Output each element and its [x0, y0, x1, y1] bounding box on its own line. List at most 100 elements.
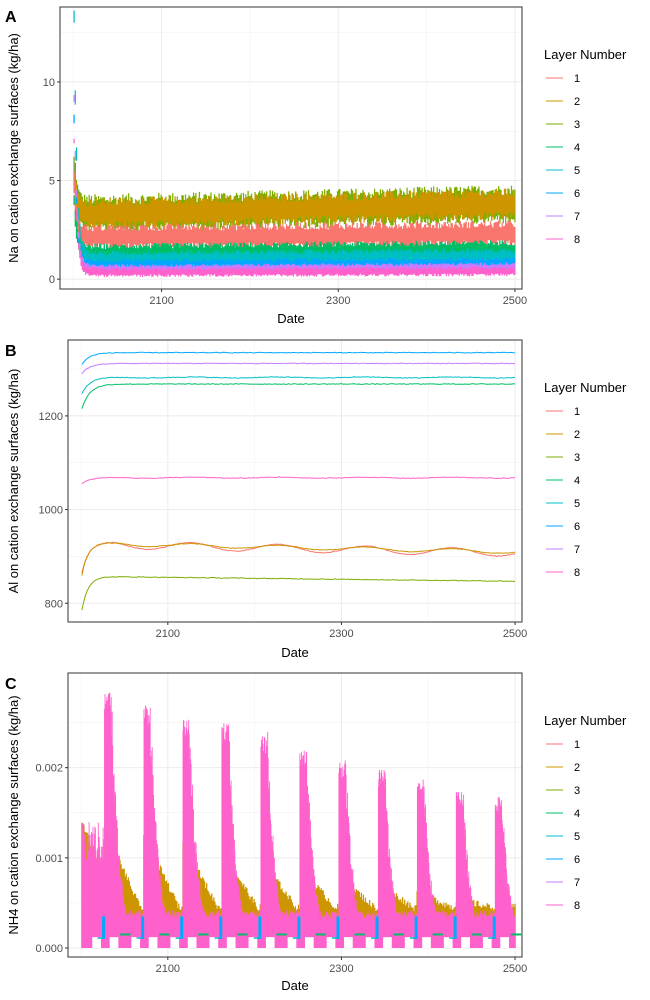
legend-label: 8	[574, 234, 580, 246]
data-layer	[81, 351, 516, 611]
y-tick-label: 0.000	[35, 943, 63, 955]
x-tick-label: 2500	[503, 628, 527, 640]
gap	[92, 937, 101, 948]
legend-label: 4	[574, 142, 580, 154]
series-8-line	[73, 138, 516, 278]
legend-label: 2	[574, 762, 580, 774]
legend-title: Layer Number	[544, 47, 627, 62]
x-tick-label: 2300	[329, 963, 353, 975]
gap	[461, 937, 470, 948]
panel-letter: A	[5, 9, 17, 26]
legend: Layer Number 1 2 3 4 5 6 7 8	[544, 47, 627, 246]
panel-c: C 0.000 0.001 0.002 2100 2300 2500 Date NH4 …	[5, 672, 627, 993]
y-tick-label: 1200	[39, 411, 63, 423]
legend-label: 3	[574, 119, 580, 131]
y-tick-label: 1000	[39, 505, 63, 517]
gap	[148, 937, 158, 948]
y-ticks: 0.000 0.001 0.002	[35, 763, 68, 955]
series-4-line	[81, 383, 516, 409]
series-7-line	[81, 362, 516, 375]
x-tick-label: 2100	[156, 628, 180, 640]
legend-label: 3	[574, 785, 580, 797]
legend: Layer Number 1 2 3 4 5 6 7 8	[544, 380, 627, 579]
legend-label: 1	[574, 739, 580, 751]
series-8-line	[81, 476, 516, 485]
x-ticks: 2100 2300 2500	[149, 289, 527, 307]
gap	[109, 937, 119, 948]
x-ticks: 2100 2300 2500	[156, 957, 527, 975]
series-3-line	[81, 576, 516, 611]
gap	[383, 937, 392, 948]
y-tick-label: 5	[49, 176, 55, 188]
series-5-line	[81, 376, 516, 394]
plot-area	[68, 340, 522, 622]
legend-title: Layer Number	[544, 380, 627, 395]
x-tick-label: 2300	[329, 628, 353, 640]
legend-label: 5	[574, 165, 580, 177]
gap	[304, 937, 314, 948]
legend-label: 6	[574, 188, 580, 200]
legend-label: 5	[574, 831, 580, 843]
x-tick-label: 2100	[156, 963, 180, 975]
gap	[226, 937, 236, 948]
legend-label: 4	[574, 475, 580, 487]
y-tick-label: 0.002	[35, 763, 63, 775]
gap	[500, 937, 509, 948]
legend-label: 1	[574, 73, 580, 85]
y-tick-label: 0.001	[35, 853, 63, 865]
panel-letter: B	[5, 343, 17, 360]
legend-label: 8	[574, 567, 580, 579]
legend-label: 1	[574, 406, 580, 418]
gap	[482, 937, 492, 948]
grid	[60, 7, 522, 289]
gap	[248, 937, 258, 948]
x-axis-title: Date	[277, 311, 304, 326]
legend-label: 7	[574, 544, 580, 556]
data-layer	[73, 10, 516, 278]
grid	[68, 340, 522, 622]
legend-label: 4	[574, 808, 580, 820]
y-axis-title: Na on cation exchange surfaces (kg/ha)	[6, 33, 21, 263]
y-tick-label: 10	[43, 77, 55, 89]
y-tick-label: 800	[45, 598, 63, 610]
x-tick-label: 2300	[326, 295, 350, 307]
data-layer	[81, 692, 522, 948]
panel-a: A 0 5 10 2100 2300 2500 Date Na on cation ex…	[5, 6, 627, 326]
legend-label: 7	[574, 877, 580, 889]
legend-title: Layer Number	[544, 713, 627, 728]
gap	[365, 937, 375, 948]
panel-letter: C	[5, 676, 17, 693]
gap	[265, 937, 275, 948]
series-6-line	[81, 351, 516, 365]
gap	[344, 937, 353, 948]
legend-label: 2	[574, 96, 580, 108]
legend: Layer Number 1 2 3 4 5 6 7 8	[544, 713, 627, 912]
legend-label: 6	[574, 854, 580, 866]
y-axis-title: Al on cation exchange surfaces (kg/ha)	[6, 369, 21, 594]
y-tick-label: 0	[49, 274, 55, 286]
gap	[209, 937, 219, 948]
gap	[287, 937, 297, 948]
gap	[326, 937, 336, 948]
legend-label: 2	[574, 429, 580, 441]
y-ticks: 800 1000 1200	[39, 411, 68, 610]
plot-border	[59, 6, 523, 290]
x-axis-title: Date	[281, 645, 308, 660]
legend-label: 8	[574, 900, 580, 912]
x-tick-label: 2500	[503, 295, 527, 307]
gap	[443, 937, 453, 948]
plot-border	[67, 672, 523, 958]
legend-label: 7	[574, 211, 580, 223]
panel-b: B 800 1000 1200 2100 2300 2500 Date Al on ca…	[5, 339, 627, 660]
y-axis-title: NH4 on cation exchange surfaces (kg/ha)	[6, 695, 21, 934]
series-8-line	[81, 692, 516, 948]
plot-border	[67, 339, 523, 623]
y-ticks: 0 5 10	[43, 77, 60, 286]
gap	[422, 937, 431, 948]
series-5-line	[73, 10, 516, 268]
x-ticks: 2100 2300 2500	[156, 622, 527, 640]
x-tick-label: 2100	[149, 295, 173, 307]
gap	[131, 937, 141, 948]
legend-label: 6	[574, 521, 580, 533]
